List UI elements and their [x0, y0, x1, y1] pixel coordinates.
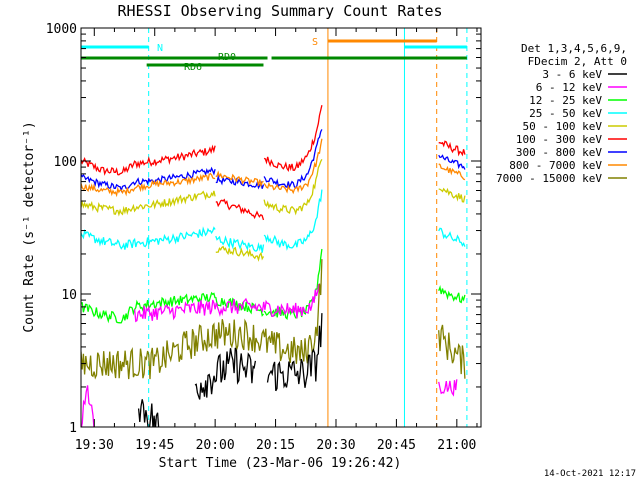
legend-label-3-6-kev: 3 - 6 keV	[542, 68, 602, 81]
legend-label-7000-15000-kev: 7000 - 15000 keV	[496, 172, 602, 185]
x-tick-label-0: 19:30	[75, 438, 114, 453]
y-tick-label-1: 10	[61, 288, 77, 303]
legend-header-1: FDecim 2, Att 0	[528, 55, 627, 68]
series-3-6-kev	[137, 313, 323, 427]
y-tick-label-2: 100	[54, 155, 77, 170]
footer-date: 14-Oct-2021 12:17	[544, 469, 636, 479]
series-segment-50-100-kev-0	[81, 190, 216, 217]
legend-label-800-7000-kev: 800 - 7000 keV	[509, 159, 602, 172]
y-tick-label-3: 1000	[46, 22, 77, 37]
series-segment-6-12-kev-1	[133, 283, 321, 323]
legend-header-0: Det 1,3,4,5,6,9,	[521, 42, 627, 55]
series-7000-15000-kev	[81, 259, 466, 380]
flag-label-rd6: RD6	[184, 62, 202, 73]
legend-label-12-25-kev: 12 - 25 keV	[529, 94, 602, 107]
x-tick-label-3: 20:15	[256, 438, 295, 453]
series-segment-50-100-kev-2	[263, 158, 323, 216]
series-segment-3-6-kev-0	[137, 399, 160, 427]
series-segment-100-300-kev-3	[438, 140, 466, 157]
series-segment-25-50-kev-1	[215, 235, 265, 253]
series-segment-3-6-kev-1	[194, 347, 257, 400]
x-tick-label-1: 19:45	[135, 438, 174, 453]
series-segment-800-7000-kev-1	[215, 170, 264, 188]
chart-title: RHESSI Observing Summary Count Rates	[117, 2, 442, 20]
series-segment-3-6-kev-2	[266, 313, 323, 392]
legend-label-300-800-kev: 300 - 800 keV	[516, 146, 602, 159]
legend-label-100-300-kev: 100 - 300 keV	[516, 133, 602, 146]
flag-label-n: N	[157, 43, 163, 54]
series-segment-7000-15000-kev-1	[438, 324, 466, 379]
x-tick-label-6: 21:00	[437, 438, 476, 453]
series-segment-800-7000-kev-3	[438, 163, 466, 181]
y-tick-label-0: 1	[69, 421, 77, 436]
series-800-7000-kev	[81, 138, 466, 198]
x-axis: 19:30 19:45 20:00 20:15 20:30 20:45 21:00	[75, 28, 478, 453]
series-segment-50-100-kev-1	[215, 245, 265, 262]
legend-label-50-100-kev: 50 - 100 keV	[523, 120, 603, 133]
series-25-50-kev	[81, 189, 466, 253]
series-segment-100-300-kev-0	[81, 144, 216, 176]
series-segment-300-800-kev-3	[438, 154, 466, 170]
series-6-12-kev	[81, 283, 458, 427]
series-300-800-kev	[81, 129, 466, 193]
series-segment-800-7000-kev-0	[81, 172, 216, 198]
plot-area	[81, 28, 468, 427]
x-axis-label: Start Time (23-Mar-06 19:26:42)	[159, 456, 402, 471]
series-segment-800-7000-kev-2	[263, 138, 323, 195]
x-tick-label-4: 20:30	[316, 438, 355, 453]
series-100-300-kev	[81, 105, 466, 221]
legend-label-6-12-kev: 6 - 12 keV	[536, 81, 603, 94]
series-segment-6-12-kev-2	[438, 379, 458, 397]
series-segment-12-25-kev-3	[438, 285, 466, 304]
plot-frame	[80, 27, 482, 428]
series-segment-25-50-kev-3	[438, 227, 466, 247]
series-segment-25-50-kev-0	[81, 226, 216, 250]
flag-label-rd0: RD0	[218, 52, 236, 63]
y-axis-label: Count Rate (s⁻¹ detector⁻¹)	[22, 121, 37, 332]
series-segment-6-12-kev-0	[81, 385, 95, 427]
x-tick-label-5: 20:45	[377, 438, 416, 453]
series-segment-300-800-kev-0	[81, 166, 216, 193]
series-segment-12-25-kev-0	[81, 291, 216, 324]
x-tick-label-2: 20:00	[196, 438, 235, 453]
series-segment-100-300-kev-1	[215, 198, 265, 221]
flag-label-s: S	[312, 37, 318, 48]
series-segment-25-50-kev-2	[263, 189, 323, 251]
series-50-100-kev	[81, 158, 466, 262]
legend-label-25-50-kev: 25 - 50 keV	[529, 107, 602, 120]
series-segment-7000-15000-kev-0	[81, 259, 323, 380]
series-segment-50-100-kev-3	[438, 187, 466, 203]
y-axis: 1 10 100 1000	[46, 22, 481, 436]
legend: Det 1,3,4,5,6,9,FDecim 2, Att 03 - 6 keV…	[496, 42, 627, 185]
series-segment-100-300-kev-2	[263, 105, 323, 173]
series-segment-300-800-kev-2	[263, 129, 323, 190]
series-segment-300-800-kev-1	[215, 174, 265, 190]
